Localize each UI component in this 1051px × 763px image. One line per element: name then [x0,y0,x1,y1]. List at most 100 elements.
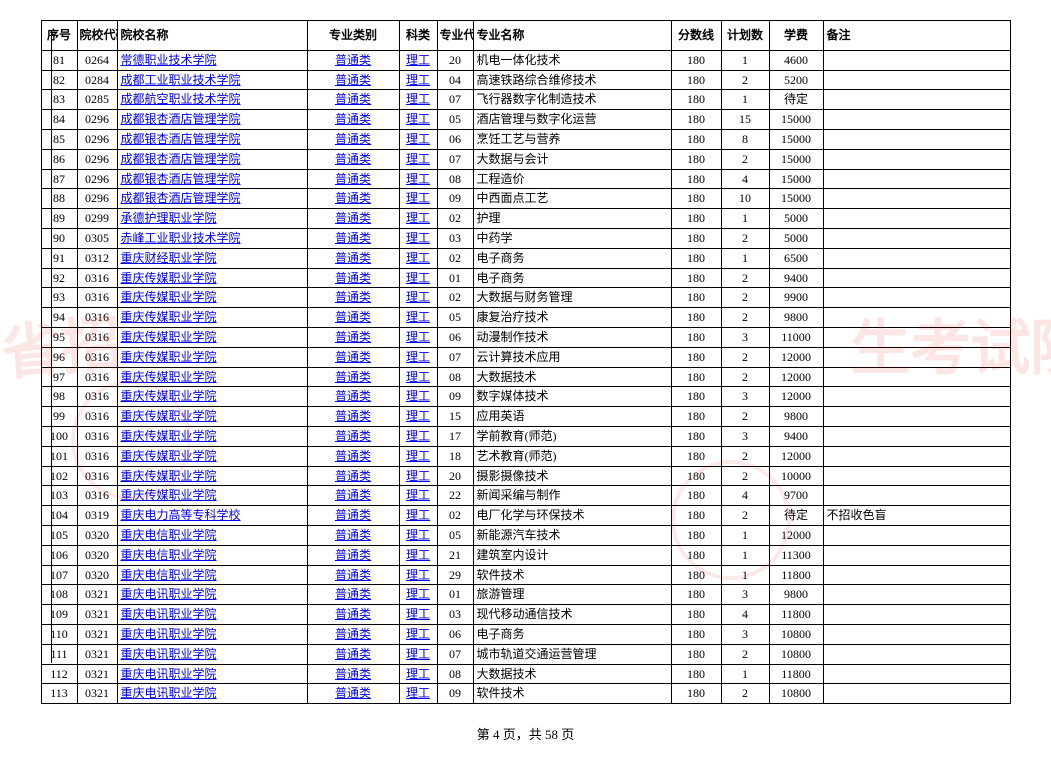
cell-school[interactable]: 重庆电信职业学院 [117,545,307,565]
cell-category[interactable]: 普通类 [307,367,399,387]
cell-school[interactable]: 重庆电信职业学院 [117,525,307,545]
cell-school[interactable]: 重庆传媒职业学院 [117,426,307,446]
cell-subject[interactable]: 理工 [399,387,437,407]
cell-category[interactable]: 普通类 [307,149,399,169]
cell-category[interactable]: 普通类 [307,189,399,209]
cell-category[interactable]: 普通类 [307,684,399,704]
cell-school[interactable]: 重庆电讯职业学院 [117,684,307,704]
cell-category[interactable]: 普通类 [307,209,399,229]
cell-category[interactable]: 普通类 [307,446,399,466]
cell-school[interactable]: 赤峰工业职业技术学院 [117,228,307,248]
cell-fee: 待定 [769,506,823,526]
cell-school[interactable]: 成都银杏酒店管理学院 [117,189,307,209]
cell-school[interactable]: 成都银杏酒店管理学院 [117,169,307,189]
cell-category[interactable]: 普通类 [307,70,399,90]
cell-subject[interactable]: 理工 [399,110,437,130]
cell-subject[interactable]: 理工 [399,70,437,90]
cell-subject[interactable]: 理工 [399,209,437,229]
cell-school[interactable]: 承德护理职业学院 [117,209,307,229]
cell-school[interactable]: 重庆传媒职业学院 [117,367,307,387]
cell-subject[interactable]: 理工 [399,407,437,427]
cell-subject[interactable]: 理工 [399,644,437,664]
cell-school[interactable]: 重庆电信职业学院 [117,565,307,585]
cell-category[interactable]: 普通类 [307,624,399,644]
cell-subject[interactable]: 理工 [399,426,437,446]
cell-school[interactable]: 重庆财经职业学院 [117,248,307,268]
cell-subject[interactable]: 理工 [399,545,437,565]
cell-school[interactable]: 重庆传媒职业学院 [117,347,307,367]
cell-school[interactable]: 成都航空职业技术学院 [117,90,307,110]
cell-school[interactable]: 重庆传媒职业学院 [117,466,307,486]
cell-subject[interactable]: 理工 [399,684,437,704]
cell-school[interactable]: 重庆电讯职业学院 [117,644,307,664]
cell-subject[interactable]: 理工 [399,347,437,367]
cell-school[interactable]: 重庆电力高等专科学校 [117,506,307,526]
cell-category[interactable]: 普通类 [307,327,399,347]
cell-subject[interactable]: 理工 [399,506,437,526]
cell-subject[interactable]: 理工 [399,664,437,684]
cell-category[interactable]: 普通类 [307,565,399,585]
cell-category[interactable]: 普通类 [307,605,399,625]
cell-category[interactable]: 普通类 [307,90,399,110]
cell-subject[interactable]: 理工 [399,228,437,248]
cell-category[interactable]: 普通类 [307,248,399,268]
cell-school[interactable]: 重庆传媒职业学院 [117,486,307,506]
cell-school[interactable]: 重庆电讯职业学院 [117,605,307,625]
cell-school[interactable]: 重庆传媒职业学院 [117,387,307,407]
cell-subject[interactable]: 理工 [399,367,437,387]
cell-category[interactable]: 普通类 [307,228,399,248]
cell-subject[interactable]: 理工 [399,525,437,545]
cell-subject[interactable]: 理工 [399,288,437,308]
cell-subject[interactable]: 理工 [399,90,437,110]
cell-subject[interactable]: 理工 [399,189,437,209]
cell-subject[interactable]: 理工 [399,248,437,268]
cell-subject[interactable]: 理工 [399,308,437,328]
cell-subject[interactable]: 理工 [399,169,437,189]
cell-subject[interactable]: 理工 [399,129,437,149]
cell-school[interactable]: 成都银杏酒店管理学院 [117,110,307,130]
cell-subject[interactable]: 理工 [399,605,437,625]
cell-school[interactable]: 重庆传媒职业学院 [117,288,307,308]
cell-category[interactable]: 普通类 [307,426,399,446]
cell-subject[interactable]: 理工 [399,268,437,288]
cell-category[interactable]: 普通类 [307,387,399,407]
cell-school[interactable]: 重庆传媒职业学院 [117,407,307,427]
cell-category[interactable]: 普通类 [307,110,399,130]
cell-subject[interactable]: 理工 [399,585,437,605]
cell-subject[interactable]: 理工 [399,486,437,506]
cell-school[interactable]: 重庆传媒职业学院 [117,308,307,328]
cell-category[interactable]: 普通类 [307,308,399,328]
cell-category[interactable]: 普通类 [307,50,399,70]
cell-category[interactable]: 普通类 [307,545,399,565]
cell-category[interactable]: 普通类 [307,486,399,506]
cell-category[interactable]: 普通类 [307,664,399,684]
cell-school[interactable]: 重庆传媒职业学院 [117,446,307,466]
cell-category[interactable]: 普通类 [307,466,399,486]
cell-school[interactable]: 成都工业职业技术学院 [117,70,307,90]
cell-school[interactable]: 重庆传媒职业学院 [117,327,307,347]
cell-school[interactable]: 常德职业技术学院 [117,50,307,70]
cell-subject[interactable]: 理工 [399,327,437,347]
cell-school[interactable]: 成都银杏酒店管理学院 [117,129,307,149]
cell-subject[interactable]: 理工 [399,466,437,486]
cell-category[interactable]: 普通类 [307,644,399,664]
cell-school[interactable]: 成都银杏酒店管理学院 [117,149,307,169]
cell-subject[interactable]: 理工 [399,624,437,644]
cell-category[interactable]: 普通类 [307,288,399,308]
cell-school[interactable]: 重庆传媒职业学院 [117,268,307,288]
cell-subject[interactable]: 理工 [399,446,437,466]
cell-category[interactable]: 普通类 [307,268,399,288]
cell-category[interactable]: 普通类 [307,169,399,189]
cell-category[interactable]: 普通类 [307,525,399,545]
cell-subject[interactable]: 理工 [399,149,437,169]
cell-category[interactable]: 普通类 [307,347,399,367]
cell-school[interactable]: 重庆电讯职业学院 [117,624,307,644]
cell-category[interactable]: 普通类 [307,407,399,427]
cell-category[interactable]: 普通类 [307,506,399,526]
cell-school[interactable]: 重庆电讯职业学院 [117,664,307,684]
cell-category[interactable]: 普通类 [307,585,399,605]
cell-subject[interactable]: 理工 [399,565,437,585]
cell-category[interactable]: 普通类 [307,129,399,149]
cell-subject[interactable]: 理工 [399,50,437,70]
cell-school[interactable]: 重庆电讯职业学院 [117,585,307,605]
